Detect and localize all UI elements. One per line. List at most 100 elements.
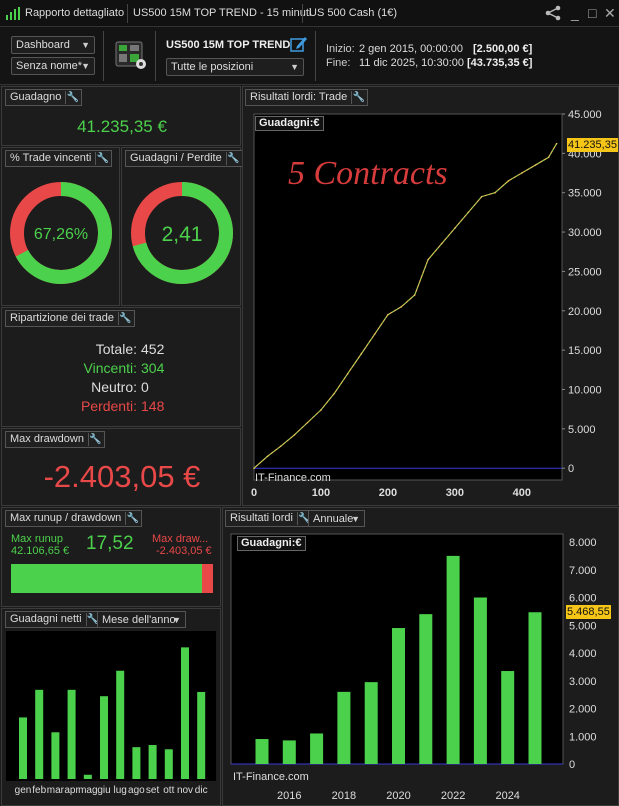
month-bar-apr	[67, 689, 76, 779]
equity-line	[253, 143, 558, 469]
wrench-icon[interactable]: 🔧	[225, 152, 240, 165]
y-tick-label: 5.000	[568, 424, 596, 436]
profit-loss-donut: 2,41	[131, 182, 233, 284]
net-gain-title: Guadagni netti 🔧	[5, 611, 103, 628]
tab-separator	[127, 4, 128, 23]
equity-point	[454, 227, 456, 229]
gain-value: 41.235,35 €	[77, 117, 167, 136]
tab-separator	[302, 4, 303, 23]
x-tick-label: 2018	[332, 790, 356, 802]
start-label: Inizio:	[326, 43, 355, 55]
month-bar-dic	[197, 691, 206, 779]
positions-select[interactable]: Tutte le posizioni ▼	[166, 58, 304, 76]
x-tick-label: 2022	[441, 790, 465, 802]
equity-point	[440, 243, 443, 245]
minimize-icon[interactable]: _	[571, 5, 579, 21]
dropdown-arrow-icon: ▼	[81, 61, 90, 71]
yearly-chart-panel: Risultati lordi 🔧 Annuale ▼ 0 1.000 2.000 3.0…	[222, 507, 619, 806]
total-value: 452	[141, 341, 165, 357]
dashboard-select[interactable]: Dashboard ▼	[11, 36, 95, 54]
x-tick-label: dic	[195, 785, 208, 796]
equity-point	[320, 409, 322, 411]
net-gain-panel: Guadagni netti 🔧 Mese dell'anno ▼ gen feb ma…	[1, 608, 221, 806]
win-value: 304	[141, 360, 165, 376]
profit-loss-title: Guadagni / Perdite 🔧	[125, 150, 243, 167]
y-tick-label: 25.000	[568, 266, 602, 278]
wrench-icon[interactable]: 🔧	[65, 91, 80, 104]
runup-value: 42.106,65 €	[11, 545, 70, 557]
equity-point	[521, 172, 523, 174]
year-bar-2022	[446, 555, 460, 764]
tab-instrument[interactable]: US 500 Cash (1€)	[309, 7, 398, 19]
max-drawdown-title-text: Max drawdown	[10, 433, 84, 445]
yearly-badge: Guadagni:€	[237, 536, 306, 551]
net-gain-mode-select[interactable]: Mese dell'anno ▼	[97, 611, 186, 628]
start-date: 2 gen 2015, 00:00:00	[359, 43, 463, 55]
month-bar-set	[148, 745, 157, 779]
runup-panel: Max runup / drawdown 🔧 Max runup 42.106,6…	[1, 507, 221, 607]
x-tick-label: 300	[446, 487, 464, 499]
year-bar-2019	[364, 682, 378, 764]
end-label: Fine:	[326, 57, 351, 69]
x-tick-label: 100	[312, 487, 330, 499]
gain-panel: Guadagno 🔧 41.235,35 €	[1, 86, 241, 146]
max-drawdown-panel: Max drawdown 🔧 -2.403,05 €	[1, 428, 241, 506]
close-icon[interactable]: ✕	[604, 5, 616, 21]
equity-annotation: 5 Contracts	[288, 155, 448, 192]
y-tick-label: 5.000	[569, 620, 597, 632]
wrench-icon[interactable]: 🔧	[296, 512, 311, 525]
tab-detailed-report[interactable]: Rapporto dettagliato	[25, 7, 125, 19]
y-tick-label: 3.000	[569, 676, 597, 688]
month-bar-nov	[181, 647, 189, 779]
maximize-icon[interactable]: □	[588, 5, 597, 21]
x-tick-label: giu	[97, 785, 110, 796]
dashboard-select-value: Dashboard	[16, 39, 70, 51]
net-gain-title-text: Guadagni netti	[10, 613, 82, 625]
runup-ratio: 17,52	[86, 533, 134, 554]
month-bar-giu	[100, 696, 108, 779]
y-tick-label: 10.000	[568, 384, 602, 396]
y-tick-label: 0	[569, 759, 575, 771]
edit-icon[interactable]	[290, 35, 308, 53]
yearly-mode-select[interactable]: Annuale ▼	[308, 510, 365, 527]
wrench-icon[interactable]: 🔧	[87, 433, 102, 446]
year-bar-2016	[282, 740, 296, 764]
wrench-icon[interactable]: 🔧	[85, 613, 100, 626]
name-select[interactable]: Senza nome* ▼	[11, 57, 95, 75]
equity-point	[387, 313, 389, 316]
x-tick-label: 2024	[495, 790, 519, 802]
equity-chart-title: Risultati lordi: Trade 🔧	[245, 89, 369, 106]
x-tick-label: ago	[128, 785, 145, 796]
x-tick-label: mag	[78, 785, 97, 796]
share-icon[interactable]	[544, 3, 562, 26]
win-percent-donut: 67,26%	[10, 182, 112, 284]
wrench-icon[interactable]: 🔧	[117, 312, 132, 325]
wrench-icon[interactable]: 🔧	[351, 91, 365, 104]
trade-breakdown-panel: Ripartizione dei trade 🔧 Totale: Vincenti…	[1, 307, 241, 427]
profit-loss-title-text: Guadagni / Perdite	[130, 152, 222, 164]
neutral-label: Neutro:	[91, 379, 137, 395]
x-tick-label: 200	[379, 487, 397, 499]
equity-watermark: IT-Finance.com	[255, 472, 331, 484]
x-tick-label: apr	[64, 785, 79, 796]
y-tick-label: 20.000	[568, 306, 602, 318]
win-label: Vincenti:	[83, 360, 137, 376]
plot-area	[253, 113, 563, 481]
y-tick-label: 1.000	[569, 731, 597, 743]
y-tick-label: 15.000	[568, 345, 602, 357]
wrench-icon[interactable]: 🔧	[125, 512, 139, 525]
wrench-icon[interactable]: 🔧	[95, 152, 110, 165]
gain-title-text: Guadagno	[10, 91, 62, 103]
strategy-icon[interactable]	[114, 38, 148, 72]
positions-select-value: Tutte le posizioni	[171, 61, 254, 73]
x-tick-label: nov	[177, 785, 193, 796]
x-tick-label: 2016	[277, 790, 301, 802]
y-tick-label: 30.000	[568, 227, 602, 239]
max-drawdown-title: Max drawdown 🔧	[5, 431, 105, 448]
gain-panel-title: Guadagno 🔧	[5, 89, 83, 106]
trade-breakdown-title: Ripartizione dei trade 🔧	[5, 310, 135, 327]
x-tick-label: set	[146, 785, 160, 796]
tab-strategy[interactable]: US500 15M TOP TREND - 15 minuti	[133, 7, 312, 19]
equity-point	[346, 372, 349, 375]
total-label: Totale:	[95, 341, 137, 357]
